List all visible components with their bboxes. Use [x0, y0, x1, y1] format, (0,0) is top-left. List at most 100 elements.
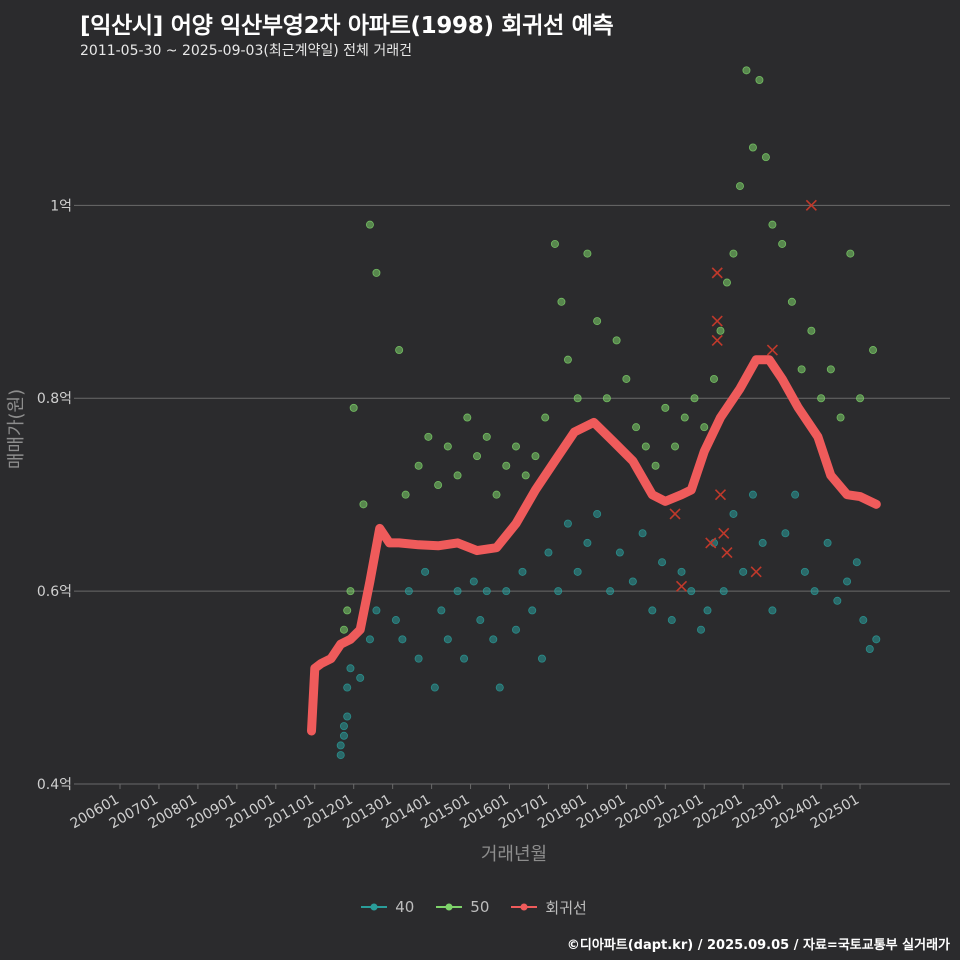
- point-40-13: [414, 654, 423, 663]
- point-50-3: [349, 403, 358, 412]
- point-40-31: [554, 587, 563, 596]
- point-50-57: [846, 249, 855, 258]
- point-40-24: [495, 683, 504, 692]
- point-40-14: [421, 567, 430, 576]
- y-tick-label-3: 1억: [50, 198, 72, 214]
- point-40-43: [677, 567, 686, 576]
- point-50-13: [453, 471, 462, 480]
- point-40-16: [437, 606, 446, 615]
- point-50-51: [787, 297, 796, 306]
- point-40-26: [511, 625, 520, 634]
- regression-path: [307, 355, 881, 736]
- point-40-45: [697, 625, 706, 634]
- point-50-54: [817, 394, 826, 403]
- regression-line: [307, 355, 881, 736]
- point-50-59: [869, 346, 878, 355]
- point-50-39: [700, 423, 709, 432]
- cancelled-marker-2: [705, 537, 717, 549]
- point-40-11: [398, 635, 407, 644]
- point-40-0: [336, 751, 345, 760]
- point-40-42: [667, 616, 676, 625]
- point-40-50: [739, 567, 748, 576]
- point-40-35: [593, 509, 602, 518]
- point-40-56: [800, 567, 809, 576]
- point-50-1: [343, 606, 352, 615]
- legend-item-regression[interactable]: 회귀선: [509, 897, 587, 918]
- point-50-42: [722, 278, 731, 287]
- point-50-0: [339, 625, 348, 634]
- point-50-45: [742, 66, 751, 75]
- point-40-21: [476, 616, 485, 625]
- cancelled-marker-8: [721, 546, 733, 559]
- point-50-22: [541, 413, 550, 422]
- point-50-9: [414, 461, 423, 470]
- point-50-55: [826, 365, 835, 374]
- x-tick-labels: 2006012007012008012009012010012011012012…: [68, 792, 862, 833]
- point-40-23: [489, 635, 498, 644]
- point-50-35: [661, 403, 670, 412]
- point-40-28: [528, 606, 537, 615]
- point-40-46: [703, 606, 712, 615]
- point-40-33: [573, 567, 582, 576]
- point-40-49: [729, 509, 738, 518]
- point-40-12: [404, 587, 413, 596]
- point-40-5: [343, 683, 352, 692]
- cancelled-markers: [669, 199, 817, 592]
- point-50-8: [401, 490, 410, 499]
- point-40-30: [544, 548, 553, 557]
- point-40-20: [469, 577, 478, 586]
- point-50-50: [778, 239, 787, 248]
- point-40-54: [781, 529, 790, 538]
- point-40-3: [339, 722, 348, 731]
- legend-item-50[interactable]: 50: [434, 898, 489, 916]
- legend-item-40[interactable]: 40: [359, 898, 414, 916]
- point-40-17: [443, 635, 452, 644]
- point-50-19: [511, 442, 520, 451]
- point-40-62: [859, 616, 868, 625]
- point-50-20: [521, 471, 530, 480]
- point-50-37: [680, 413, 689, 422]
- point-50-43: [729, 249, 738, 258]
- cancelled-marker-0: [669, 508, 681, 520]
- point-40-61: [852, 558, 861, 567]
- point-50-36: [671, 442, 680, 451]
- point-40-1: [336, 741, 345, 750]
- point-40-58: [823, 538, 832, 547]
- point-50-58: [856, 394, 865, 403]
- point-50-2: [346, 587, 355, 596]
- point-50-28: [593, 317, 602, 326]
- point-40-52: [758, 538, 767, 547]
- point-50-14: [463, 413, 472, 422]
- point-50-40: [709, 374, 718, 383]
- point-50-33: [641, 442, 650, 451]
- point-40-9: [372, 606, 381, 615]
- y-tick-label-2: 0.8억: [37, 391, 72, 407]
- point-50-12: [443, 442, 452, 451]
- point-40-39: [638, 529, 647, 538]
- y-axis-title: 매매가(원): [6, 389, 27, 469]
- point-40-53: [768, 606, 777, 615]
- cancelled-marker-5: [711, 334, 723, 346]
- point-50-53: [807, 326, 816, 335]
- point-40-57: [810, 587, 819, 596]
- point-50-25: [563, 355, 572, 364]
- legend-label-50: 50: [470, 898, 490, 916]
- point-40-34: [583, 538, 592, 547]
- point-50-30: [612, 336, 621, 345]
- point-50-52: [797, 365, 806, 374]
- y-tick-label-0: 0.4억: [37, 777, 72, 793]
- point-40-41: [658, 558, 667, 567]
- point-40-59: [833, 596, 842, 605]
- point-50-31: [622, 374, 631, 383]
- cancelled-marker-7: [718, 527, 730, 539]
- grid-lines: [74, 204, 950, 789]
- point-50-5: [365, 220, 374, 229]
- cancelled-marker-9: [750, 566, 762, 578]
- point-40-27: [518, 567, 527, 576]
- point-50-10: [424, 432, 433, 441]
- point-50-38: [690, 394, 699, 403]
- footer-credit: ©디아파트(dapt.kr) / 2025.09.05 / 자료=국토교통부 실…: [566, 938, 950, 953]
- legend-label-40: 40: [395, 898, 415, 916]
- point-50-29: [602, 394, 611, 403]
- point-50-47: [755, 76, 764, 85]
